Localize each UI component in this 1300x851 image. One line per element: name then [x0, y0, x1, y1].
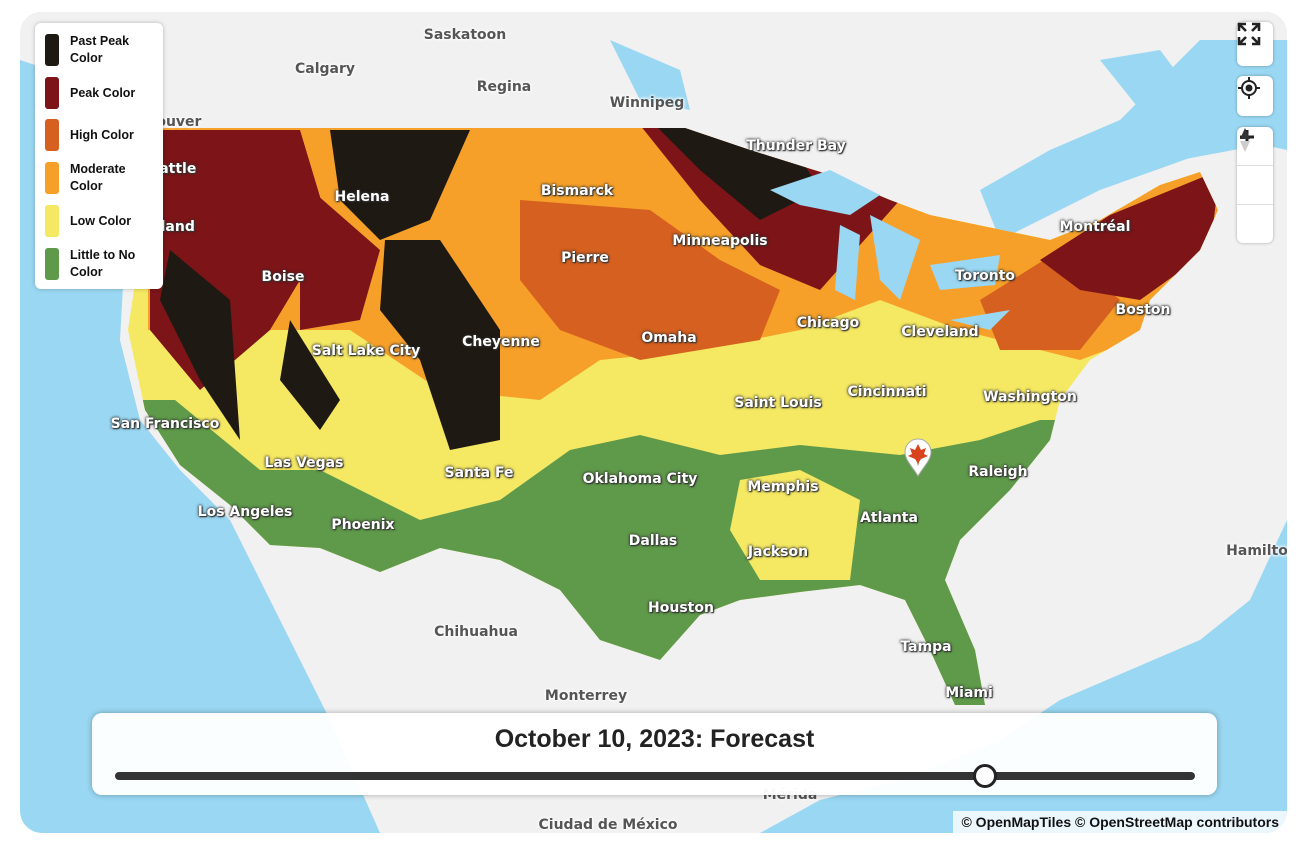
navigation-control	[1237, 127, 1273, 243]
city-label: Montréal	[1059, 219, 1131, 235]
geolocate-button[interactable]	[1237, 76, 1273, 116]
legend-swatch	[45, 162, 59, 194]
city-label: Pierre	[561, 250, 609, 266]
legend-label: Little to No Color	[70, 248, 136, 279]
city-label: Saint Louis	[734, 395, 822, 411]
city-label: San Francisco	[110, 416, 220, 432]
geolocate-control	[1237, 76, 1273, 116]
city-label: Salt Lake City	[311, 343, 421, 359]
zone	[520, 200, 1120, 360]
city-label: Memphis	[747, 479, 819, 495]
city-label: Calgary	[294, 61, 356, 77]
city-label: Ciudad de México	[538, 817, 678, 833]
map[interactable]: SaskatoonCalgaryReginaWinnipegVancouverS…	[20, 12, 1287, 833]
legend-swatch	[45, 34, 59, 66]
city-label: Miami	[945, 685, 993, 701]
city-label: Omaha	[641, 330, 697, 346]
city-label: Houston	[648, 600, 714, 616]
date-slider-panel: October 10, 2023: Forecast	[92, 713, 1217, 795]
legend-label: Low Color	[70, 213, 132, 228]
attribution[interactable]: © OpenMapTiles © OpenStreetMap contribut…	[953, 811, 1287, 833]
fullscreen-control	[1237, 22, 1273, 66]
legend-swatch	[45, 248, 59, 280]
city-label: Washington	[983, 389, 1077, 405]
city-label: Helena	[334, 189, 390, 205]
city-label: Santa Fe	[444, 465, 514, 481]
city-label: Las Vegas	[264, 455, 344, 471]
city-label: Hamilton	[1226, 543, 1287, 559]
city-label: Phoenix	[331, 517, 395, 533]
legend-label: High Color	[70, 127, 134, 142]
geolocate-icon	[1238, 77, 1260, 99]
lake	[770, 170, 1010, 330]
city-label: Chihuahua	[434, 624, 518, 640]
legend-label: Moderate Color	[70, 162, 126, 193]
city-label: Cleveland	[901, 324, 979, 340]
legend-item: High Color	[45, 119, 157, 151]
legend-item: Past Peak Color	[45, 33, 157, 67]
city-label: Saskatoon	[423, 27, 507, 43]
city-label: Winnipeg	[609, 95, 685, 111]
city-label: Jackson	[747, 544, 809, 560]
date-title: October 10, 2023: Forecast	[494, 725, 815, 753]
legend-item: Moderate Color	[45, 161, 157, 195]
city-label: Boston	[1115, 302, 1171, 318]
water	[610, 40, 1287, 160]
legend-item: Little to No Color	[45, 247, 157, 281]
fullscreen-button[interactable]	[1237, 22, 1273, 66]
city-label: Raleigh	[968, 464, 1028, 480]
city-label: Dallas	[628, 533, 678, 549]
city-label: Toronto	[954, 268, 1016, 284]
compass-button[interactable]	[1237, 128, 1273, 243]
map-canvas	[20, 12, 1287, 833]
legend-item: Low Color	[45, 205, 157, 237]
marker[interactable]	[904, 438, 932, 477]
slider-thumb[interactable]	[973, 764, 997, 788]
zone	[160, 128, 820, 450]
legend-label: Past Peak Color	[70, 34, 130, 65]
zone	[150, 128, 1218, 390]
compass-icon	[1240, 128, 1250, 152]
legend-swatch	[45, 119, 59, 151]
city-label: Cincinnati	[847, 384, 927, 400]
city-label: Monterrey	[544, 688, 628, 704]
legend-swatch	[45, 77, 59, 109]
city-label: Thunder Bay	[746, 138, 846, 154]
slider-track[interactable]	[115, 772, 1195, 780]
legend: Past Peak Color Peak Color High Color Moder…	[35, 23, 163, 289]
city-label: Chicago	[796, 315, 860, 331]
legend-label: Peak Color	[70, 85, 136, 100]
fullscreen-icon	[1237, 22, 1261, 46]
city-label: Bismarck	[540, 183, 614, 199]
legend-swatch	[45, 205, 59, 237]
city-label: Boise	[261, 269, 305, 285]
zoom-out-button[interactable]	[1237, 135, 1273, 205]
city-label: Los Angeles	[197, 504, 293, 520]
city-label: Atlanta	[860, 510, 918, 526]
city-label: Regina	[476, 79, 532, 95]
city-label: Cheyenne	[462, 334, 540, 350]
city-label: Minneapolis	[672, 233, 768, 249]
city-label: Oklahoma City	[582, 471, 698, 487]
city-label: Tampa	[900, 639, 952, 655]
legend-item: Peak Color	[45, 77, 157, 109]
zone	[730, 470, 860, 580]
